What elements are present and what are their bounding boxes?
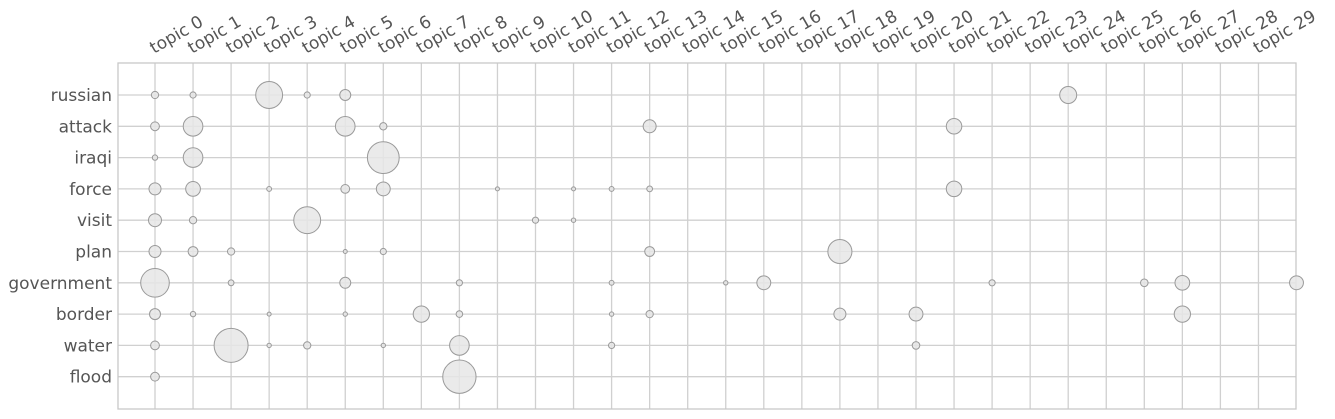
bubble-point [149,245,161,257]
bubble-point [1174,306,1190,322]
bubble-point [188,247,198,257]
bubble-point [294,207,321,234]
bubble-point [946,181,962,197]
row-label: attack [59,117,113,137]
bubble-point [456,311,463,318]
bubble-point [304,342,311,349]
bubble-point [456,280,462,286]
bubble-point [267,343,271,347]
bubble-point [912,342,920,350]
bubble-layer [141,82,1304,394]
bubble-point [532,217,538,223]
bubble-point [381,343,385,347]
bubble-point [609,342,615,348]
bubble-point [571,218,575,222]
bubble-point [335,116,355,136]
bubble-point [380,248,386,254]
bubble-point [186,182,201,197]
row-label: force [69,180,112,200]
bubble-point [152,155,157,160]
bubble-point [909,307,923,321]
row-label: visit [77,211,112,231]
grid-layer [118,63,1296,409]
bubble-point [647,186,653,192]
bubble-point [256,82,283,109]
row-label: flood [70,368,112,388]
bubble-point [340,90,351,101]
bubble-point [183,148,203,168]
bubble-point [151,372,160,381]
bubble-point [1060,87,1077,104]
bubble-point [340,277,351,288]
bubble-point [724,281,728,285]
bubble-point [228,280,234,286]
bubble-point [183,116,203,136]
bubble-point [343,312,347,316]
bubble-point [609,280,614,285]
bubble-point [189,217,196,224]
bubble-point [367,142,399,174]
row-label: russian [51,86,112,106]
bubble-point [646,310,653,317]
row-label: water [64,336,112,356]
bubble-point [149,214,162,227]
bubble-point [190,311,195,316]
row-label: border [56,305,112,325]
row-label: iraqi [74,149,112,169]
bubble-point [151,341,160,350]
bubble-point [151,91,158,98]
bubble-point [380,123,387,130]
bubble-point [495,187,499,191]
bubble-point [1141,279,1149,287]
row-labels: russian attack iraqi force visit plan governme… [8,86,112,388]
bubble-point [645,247,655,257]
bubble-point [227,248,234,255]
bubble-point [267,312,271,316]
bubble-point [267,186,272,191]
bubble-point [643,120,656,133]
plot-frame [118,63,1296,409]
bubble-point [343,250,347,254]
row-label: plan [75,243,112,263]
bubble-point [1290,276,1304,290]
bubble-point [828,239,852,263]
bubble-point [572,187,576,191]
bubble-point [376,182,390,196]
bubble-point [1175,275,1190,290]
bubble-point [413,306,429,322]
bubble-point [609,312,613,316]
row-label: government [8,274,112,294]
bubble-point [341,185,350,194]
bubble-point [141,268,170,297]
bubble-point [757,276,771,290]
bubble-point [149,183,161,195]
bubble-point [190,92,196,98]
bubble-point [443,360,476,393]
bubble-point [150,309,161,320]
bubble-point [834,308,846,320]
bubble-point [304,92,310,98]
bubble-point [609,186,614,191]
bubble-point [151,122,160,131]
bubble-point [989,280,995,286]
bubble-point [214,328,248,362]
bubble-point [450,336,470,356]
bubble-point [946,119,962,135]
